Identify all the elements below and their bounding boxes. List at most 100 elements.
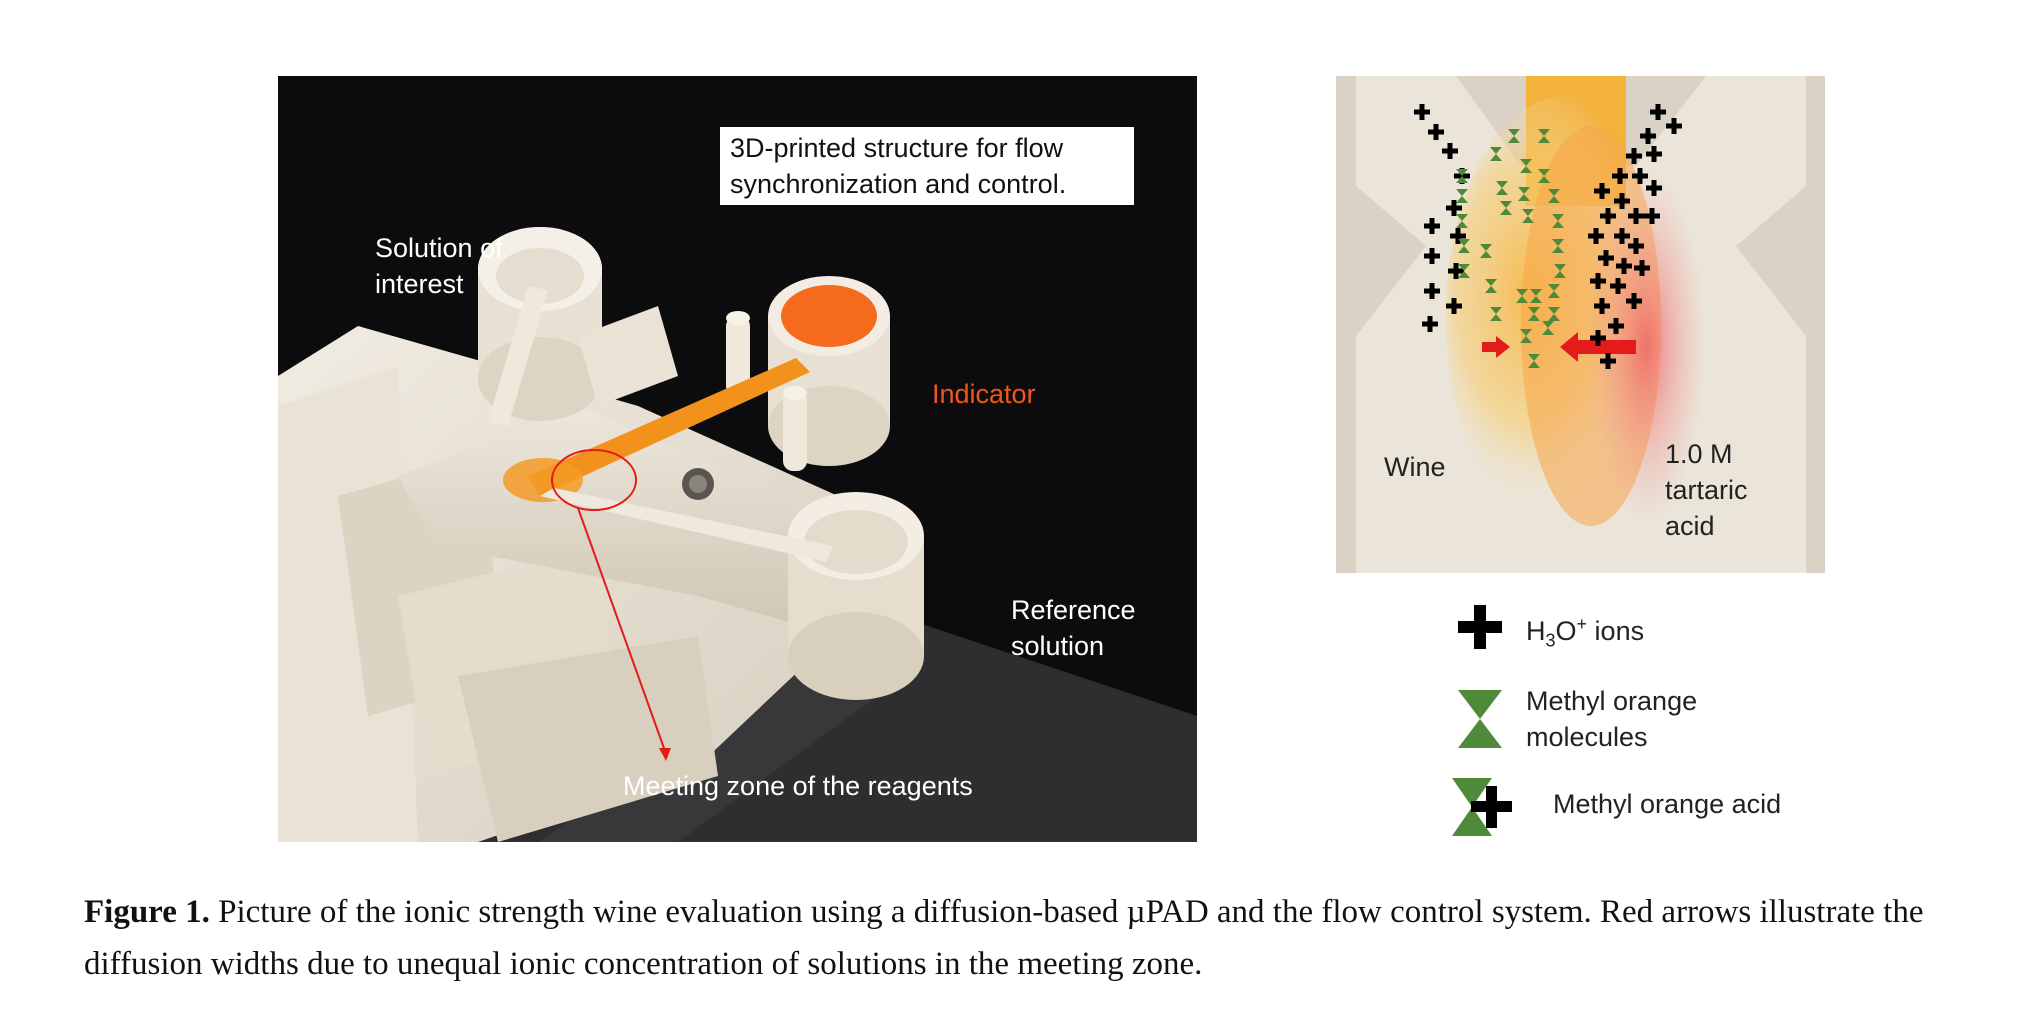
hourglass-plus-icon	[1452, 778, 1512, 836]
h3o-mark	[1442, 143, 1458, 159]
indicator-label: Indicator	[932, 379, 1036, 409]
h3o-mark	[1424, 283, 1440, 299]
meeting-zone-label: Meeting zone of the reagents	[623, 771, 973, 801]
h3o-mark	[1588, 228, 1604, 244]
methyl-orange-mark	[1522, 209, 1534, 223]
acid-label-line2: tartaric	[1665, 475, 1748, 505]
h3o-mark	[1628, 208, 1644, 224]
figure-label: Figure 1.	[84, 894, 210, 930]
methyl-orange-mark	[1496, 181, 1508, 195]
tartaric-acid-label: 1.0 M tartaric acid	[1665, 436, 1748, 544]
figure-caption: Figure 1. Picture of the ionic strength …	[84, 886, 2024, 990]
acid-label-line1: 1.0 M	[1665, 439, 1733, 469]
h3o-mark	[1614, 193, 1630, 209]
methyl-orange-mark	[1490, 147, 1502, 161]
upad-photo: Wine 1.0 M tartaric acid	[1336, 76, 1825, 573]
methyl-orange-mark	[1538, 129, 1550, 143]
legend-methyl-orange: Methyl orange molecules	[1526, 683, 1697, 755]
h3o-mark	[1646, 180, 1662, 196]
h3o-mark	[1424, 248, 1440, 264]
h3o-mark	[1608, 318, 1624, 334]
h3o-mark	[1424, 218, 1440, 234]
h3o-mark	[1594, 183, 1610, 199]
wine-label: Wine	[1384, 452, 1446, 482]
methyl-orange-mark	[1458, 239, 1470, 253]
methyl-orange-mark	[1538, 169, 1550, 183]
legend-h3o: H3O+ ions	[1526, 606, 1644, 658]
methyl-orange-mark	[1508, 129, 1520, 143]
plus-icon	[1458, 605, 1502, 649]
reference-label-line1: Reference	[1011, 595, 1136, 625]
reference-label-line2: solution	[1011, 631, 1105, 661]
methyl-orange-mark	[1500, 201, 1512, 215]
structure-label-box: 3D-printed structure for flow synchroniz…	[720, 127, 1134, 205]
acid-label-line3: acid	[1665, 511, 1715, 541]
h3o-mark	[1626, 148, 1642, 164]
h3o-mark	[1428, 124, 1444, 140]
methyl-orange-mark	[1552, 214, 1564, 228]
h3o-mark	[1448, 263, 1464, 279]
solution-label-line2: interest	[375, 269, 464, 299]
structure-label: 3D-printed structure for flow synchroniz…	[730, 133, 1067, 199]
methyl-orange-mark	[1516, 289, 1528, 303]
methyl-orange-marks	[1456, 129, 1566, 368]
methyl-orange-mark	[1542, 321, 1554, 335]
upad-illustration	[1336, 76, 1825, 573]
h3o-mark	[1590, 330, 1606, 346]
h3o-mark	[1650, 104, 1666, 120]
h3o-mark	[1610, 278, 1626, 294]
h3o-mark	[1612, 168, 1628, 184]
methyl-orange-mark	[1520, 329, 1532, 343]
methyl-orange-mark	[1552, 239, 1564, 253]
h3o-mark	[1644, 208, 1660, 224]
methyl-orange-mark	[1458, 264, 1470, 278]
legend-mo-line2: molecules	[1526, 722, 1648, 752]
h3o-mark	[1594, 298, 1610, 314]
methyl-orange-mark	[1456, 214, 1468, 228]
h3o-mark	[1422, 316, 1438, 332]
device-illustration	[278, 227, 1197, 842]
legend-methyl-orange-acid: Methyl orange acid	[1553, 786, 1781, 822]
legend-h3o-text: H3O+ ions	[1526, 614, 1645, 651]
h3o-mark	[1600, 208, 1616, 224]
h3o-mark	[1646, 146, 1662, 162]
hourglass-icon	[1458, 690, 1502, 748]
methyl-orange-mark	[1530, 289, 1542, 303]
h3o-mark	[1450, 228, 1466, 244]
methyl-orange-mark	[1518, 187, 1530, 201]
h3o-mark	[1632, 168, 1648, 184]
reference-solution-label: Reference solution	[1011, 592, 1136, 664]
solution-of-interest-label: Solution of interest	[375, 230, 503, 302]
methyl-orange-mark	[1548, 307, 1560, 321]
caption-text: Picture of the ionic strength wine evalu…	[84, 894, 1924, 982]
methyl-orange-mark	[1520, 159, 1532, 173]
h3o-mark	[1640, 128, 1656, 144]
methyl-orange-mark	[1456, 189, 1468, 203]
legend-moa-text: Methyl orange acid	[1553, 789, 1782, 819]
h3o-mark	[1626, 293, 1642, 309]
h3o-mark	[1614, 228, 1630, 244]
h3o-mark	[1666, 118, 1682, 134]
h3o-mark	[1590, 273, 1606, 289]
solution-label-line1: Solution of	[375, 233, 503, 263]
methyl-orange-mark	[1480, 244, 1492, 258]
h3o-mark	[1600, 353, 1616, 369]
methyl-orange-mark	[1554, 264, 1566, 278]
h3o-mark	[1598, 250, 1614, 266]
device-photo: 3D-printed structure for flow synchroniz…	[278, 76, 1197, 842]
h3o-ion-marks	[1414, 104, 1682, 369]
methyl-orange-mark	[1485, 279, 1497, 293]
h3o-mark	[1616, 258, 1632, 274]
methyl-orange-mark	[1528, 354, 1540, 368]
methyl-orange-mark	[1548, 284, 1560, 298]
h3o-mark	[1414, 104, 1430, 120]
h3o-mark	[1446, 200, 1462, 216]
methyl-orange-mark	[1490, 307, 1502, 321]
h3o-mark	[1628, 238, 1644, 254]
methyl-orange-mark	[1528, 307, 1540, 321]
h3o-mark	[1446, 298, 1462, 314]
methyl-orange-mark	[1548, 189, 1560, 203]
h3o-mark	[1634, 260, 1650, 276]
legend-mo-line1: Methyl orange	[1526, 686, 1698, 716]
methyl-orange-mark	[1456, 169, 1468, 183]
